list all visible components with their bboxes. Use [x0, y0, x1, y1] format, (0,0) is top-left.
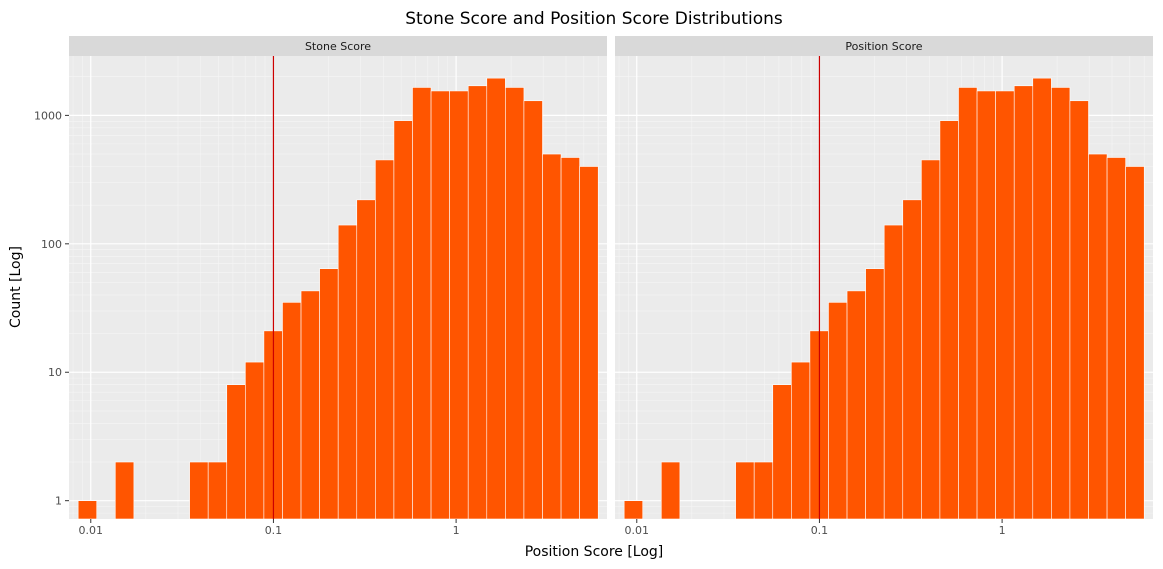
histogram-bar [1051, 87, 1071, 520]
x-tick-label: 1 [453, 524, 460, 537]
histogram-bar [976, 90, 996, 520]
x-tick-label: 1 [999, 524, 1006, 537]
histogram-bar [449, 90, 469, 520]
histogram-bar [772, 384, 792, 520]
x-tick-label: 0.01 [625, 524, 650, 537]
x-axis-title: Position Score [Log] [525, 544, 664, 560]
bars [623, 77, 1145, 520]
y-tick-label: 10 [48, 366, 62, 379]
histogram-bar [430, 90, 450, 520]
histogram-bar [77, 500, 98, 520]
histogram-bar [995, 90, 1015, 520]
histogram-bar [846, 290, 866, 520]
histogram-bar [486, 77, 506, 520]
panel-position-score: Position Score [615, 36, 1153, 520]
histogram-bar [467, 85, 488, 520]
histogram-bar [356, 199, 376, 520]
histogram-bar [337, 224, 358, 520]
histogram-bar [523, 100, 543, 520]
histogram-bar [245, 361, 265, 520]
histogram-bar [660, 461, 681, 520]
chart-title: Stone Score and Position Score Distribut… [405, 9, 783, 29]
histogram-bar [1106, 157, 1126, 520]
histogram-bar [883, 224, 904, 520]
histogram-bar [375, 159, 395, 520]
histogram-bar [579, 166, 599, 520]
histogram-bar [207, 461, 228, 520]
histogram-bar [319, 268, 339, 520]
bars [77, 77, 599, 520]
y-axis-ticks: 1 10 100 1000 [34, 109, 69, 508]
y-tick-label: 1 [55, 495, 62, 508]
strip-background [615, 36, 1153, 56]
histogram-bar [393, 120, 413, 520]
histogram-bar [114, 461, 135, 520]
histogram-bar [412, 87, 432, 520]
strip-label-stone-score: Stone Score [305, 40, 371, 53]
x-axis-ticks: 0.01 0.1 1 0.01 0.1 1 [79, 519, 1006, 537]
y-axis-title: Count [Log] [8, 246, 24, 328]
histogram-bar [753, 461, 774, 520]
histogram-bar [560, 157, 580, 520]
x-tick-label: 0.1 [811, 524, 829, 537]
histogram-bar [300, 290, 320, 520]
histogram-bar [1069, 100, 1089, 520]
histogram-bar [282, 302, 302, 520]
strip-background [69, 36, 607, 56]
histogram-bar [623, 500, 644, 520]
histogram-bar [865, 268, 885, 520]
histogram-bar [542, 153, 562, 520]
y-tick-label: 1000 [34, 109, 62, 122]
histogram-bar [1088, 153, 1108, 520]
x-tick-label: 0.01 [79, 524, 104, 537]
histogram-bar [505, 87, 525, 520]
panel-stone-score: Stone Score [69, 36, 607, 520]
histogram-bar [189, 461, 209, 520]
histogram-bar [1032, 77, 1052, 520]
histogram-bar [921, 159, 941, 520]
histogram-bar [226, 384, 246, 520]
histogram-bar [939, 120, 959, 520]
histogram-bar [791, 361, 811, 520]
histogram-bar [902, 199, 922, 520]
y-tick-label: 100 [41, 238, 62, 251]
strip-label-position-score: Position Score [845, 40, 922, 53]
histogram-bar [958, 87, 978, 520]
histogram-bar [1013, 85, 1034, 520]
histogram-bar [828, 302, 848, 520]
histogram-bar [1125, 166, 1145, 520]
x-tick-label: 0.1 [265, 524, 283, 537]
histogram-bar [735, 461, 755, 520]
